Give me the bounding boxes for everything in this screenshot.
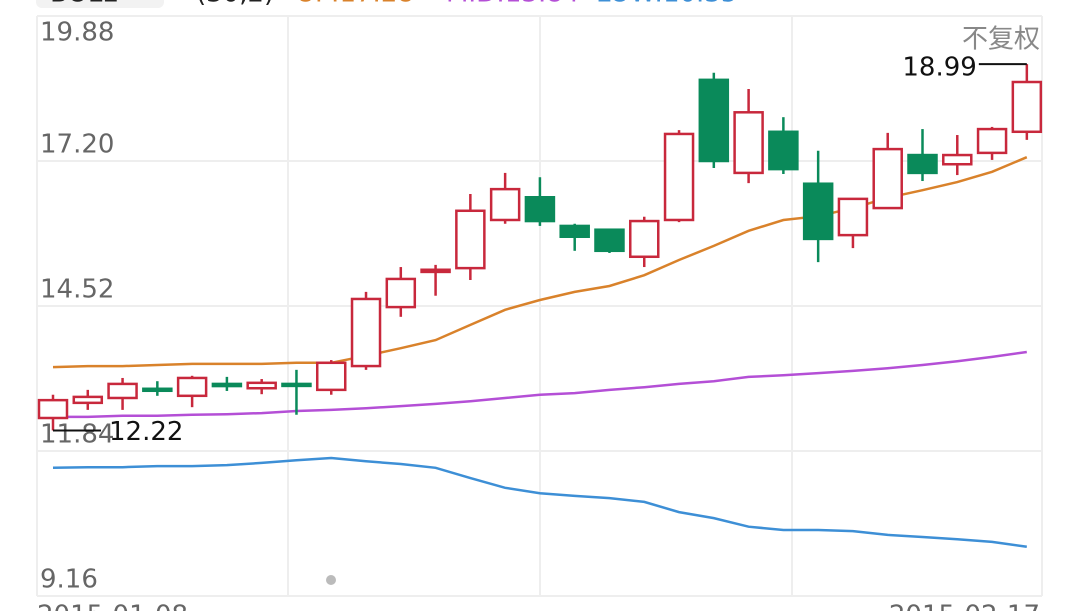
min-label: 12.22	[109, 417, 183, 447]
candle-body	[976, 127, 1008, 155]
band-line	[52, 456, 1027, 549]
candle-body	[455, 209, 486, 270]
legend-params: (30,2)	[196, 0, 274, 9]
candle-body	[698, 78, 730, 163]
max-label: 18.99	[902, 53, 976, 83]
candle-body	[768, 130, 799, 171]
legend-box	[36, 0, 164, 8]
y-tick-label: 17.20	[40, 130, 114, 160]
candle-body	[281, 382, 312, 388]
band-line	[53, 350, 1027, 419]
candle-body	[594, 228, 625, 253]
candle-body	[872, 147, 903, 210]
legend-entry: LOW:10.35	[596, 0, 737, 9]
legend-entry: UP:17.28	[296, 0, 414, 9]
candle-body	[246, 381, 277, 390]
y-tick-label: 14.52	[40, 275, 114, 305]
candle-body	[559, 224, 590, 238]
x-tick-label: 2015-02-17	[889, 601, 1040, 611]
candle-body	[350, 297, 382, 368]
candle-body	[211, 382, 243, 388]
candle-body	[663, 132, 695, 222]
price-note: 不复权	[962, 25, 1040, 55]
candle-body	[142, 387, 173, 393]
page-dot	[326, 575, 336, 585]
candle-body	[385, 277, 417, 309]
candle-body	[107, 382, 138, 400]
candle-body	[837, 197, 869, 237]
y-tick-label: 19.88	[40, 18, 114, 48]
y-tick-label: 9.16	[40, 565, 98, 595]
candle-body	[1011, 80, 1043, 134]
candle-body	[524, 196, 556, 223]
candle-body	[733, 111, 764, 175]
candle-body	[942, 153, 973, 166]
candle-body	[37, 398, 69, 420]
candle-body	[72, 395, 104, 405]
x-tick-label: 2015-01-08	[37, 601, 188, 611]
candle-body	[802, 182, 834, 241]
legend-entry: MID:13.84	[446, 0, 579, 9]
candle-body	[907, 153, 938, 175]
legend-title: BOLL	[50, 0, 117, 9]
candle-body	[420, 268, 451, 274]
candle-body	[315, 361, 347, 392]
y-tick-label: 11.84	[40, 420, 114, 450]
candle-body	[629, 219, 660, 259]
candle-body	[489, 187, 521, 222]
candle-body	[176, 376, 208, 398]
